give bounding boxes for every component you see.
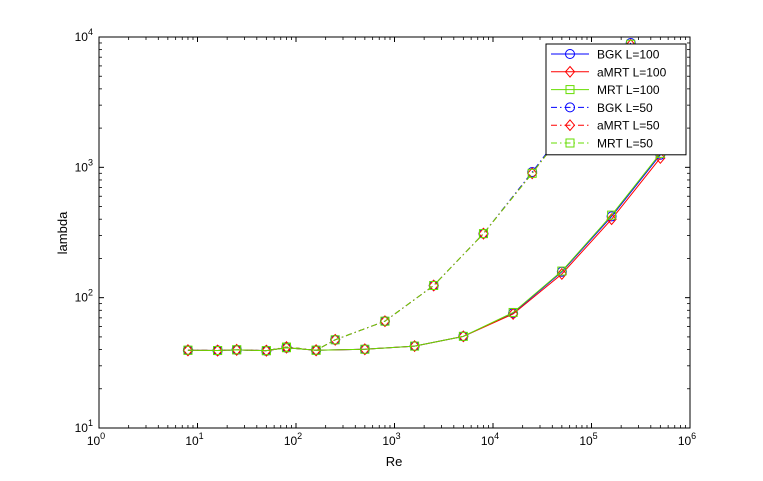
legend-label: MRT L=50 [597, 137, 653, 151]
data-point [527, 167, 538, 180]
data-point [281, 341, 292, 354]
series-line [187, 153, 661, 352]
data-point [261, 346, 271, 356]
legend-label: MRT L=100 [597, 83, 660, 97]
data-point [428, 279, 439, 292]
y-tick-label: 101 [75, 418, 93, 435]
data-point [310, 344, 322, 357]
legend-label: BGK L=100 [597, 48, 660, 62]
legend-label: aMRT L=50 [597, 119, 660, 133]
data-point [330, 333, 341, 346]
data-point [478, 229, 488, 239]
data-point [556, 267, 568, 281]
data-point [380, 316, 390, 326]
data-point [429, 280, 439, 290]
legend-marker [565, 85, 575, 95]
x-tick-label: 102 [284, 431, 302, 448]
data-point [182, 344, 194, 357]
legend-label: aMRT L=100 [597, 65, 667, 79]
data-point [478, 227, 489, 240]
legend: BGK L=100 aMRT L=100 MRT L=100 BGK L=50 aMRT… [545, 43, 687, 156]
legend-marker [565, 49, 575, 59]
legend-marker [565, 138, 575, 148]
data-point [458, 331, 468, 341]
y-tick-label: 104 [75, 27, 93, 44]
legend-box [545, 43, 687, 156]
y-tick-label: 102 [75, 288, 93, 305]
data-point [311, 345, 321, 355]
data-point [607, 210, 617, 220]
data-point [410, 341, 420, 351]
data-point [360, 344, 370, 354]
data-point [213, 346, 223, 356]
x-tick-label: 103 [382, 431, 400, 448]
x-tick-label: 104 [481, 431, 499, 448]
data-point [409, 340, 420, 353]
x-tick-label: 101 [185, 431, 203, 448]
data-point [508, 307, 518, 317]
legend-marker [564, 65, 576, 78]
series-mrt-l-100 [183, 148, 665, 356]
x-tick-label: 100 [87, 431, 105, 448]
legend-marker [565, 102, 575, 113]
data-point [507, 307, 519, 321]
x-tick-label: 106 [678, 431, 696, 448]
data-point [232, 345, 242, 355]
legend-label: BGK L=50 [597, 101, 653, 115]
y-tick-label: 103 [75, 157, 93, 174]
data-point [606, 213, 617, 226]
legend-marker [564, 119, 576, 132]
data-point [212, 344, 223, 357]
data-point [655, 151, 666, 165]
x-axis-label: Re [386, 454, 403, 469]
x-tick-label: 105 [579, 431, 597, 448]
data-point [231, 343, 242, 356]
data-point [281, 343, 291, 353]
data-point [261, 344, 272, 357]
data-point [359, 343, 371, 356]
series-layer [182, 37, 666, 357]
y-axis-label: lambda [55, 211, 70, 254]
data-point [527, 168, 537, 178]
data-point [330, 335, 340, 345]
data-point [557, 266, 567, 276]
data-point [183, 345, 193, 355]
